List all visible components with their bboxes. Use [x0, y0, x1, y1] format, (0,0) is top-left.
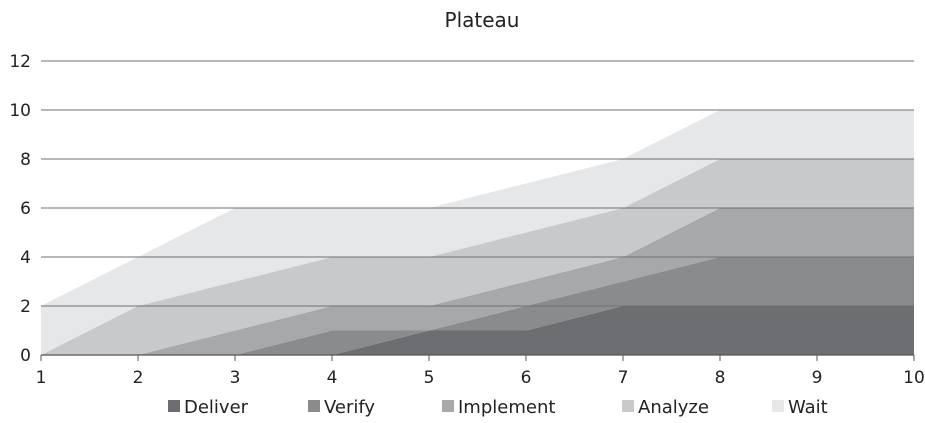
legend: Deliver Verify Implement Analyze Wait — [168, 397, 828, 418]
y-tick-label: 10 — [9, 101, 31, 121]
legend-swatch-analyze — [622, 400, 634, 412]
y-tick-label: 6 — [20, 199, 31, 219]
legend-swatch-wait — [772, 400, 784, 412]
x-tick-label: 8 — [715, 368, 726, 388]
y-tick-label: 2 — [20, 297, 31, 317]
legend-swatch-implement — [442, 400, 454, 412]
x-tick-label: 6 — [521, 368, 532, 388]
legend-label-implement: Implement — [458, 397, 555, 418]
y-tick-label: 12 — [9, 52, 31, 72]
legend-label-analyze: Analyze — [638, 397, 709, 418]
legend-label-verify: Verify — [324, 397, 375, 418]
y-axis: 0 2 4 6 8 10 12 — [9, 52, 31, 366]
series-area-wait — [41, 110, 914, 355]
legend-label-deliver: Deliver — [184, 397, 249, 418]
x-tick-label: 4 — [327, 368, 338, 388]
area-layer — [41, 110, 914, 355]
x-tick-label: 5 — [424, 368, 435, 388]
x-tick-label: 1 — [36, 368, 47, 388]
x-tick-label: 7 — [618, 368, 629, 388]
legend-swatch-verify — [308, 400, 320, 412]
chart-title: Plateau — [445, 8, 520, 32]
series-area-implement — [41, 208, 914, 355]
x-tick-label: 9 — [812, 368, 823, 388]
y-tick-label: 4 — [20, 248, 31, 268]
x-tick-label: 3 — [230, 368, 241, 388]
x-tick-label: 2 — [133, 368, 144, 388]
legend-label-wait: Wait — [788, 397, 828, 418]
x-axis: 1 2 3 4 5 6 7 8 9 10 — [36, 354, 925, 388]
legend-swatch-deliver — [168, 400, 180, 412]
y-tick-label: 0 — [20, 346, 31, 366]
x-tick-label: 10 — [903, 368, 925, 388]
y-tick-label: 8 — [20, 150, 31, 170]
series-area-verify — [41, 257, 914, 355]
